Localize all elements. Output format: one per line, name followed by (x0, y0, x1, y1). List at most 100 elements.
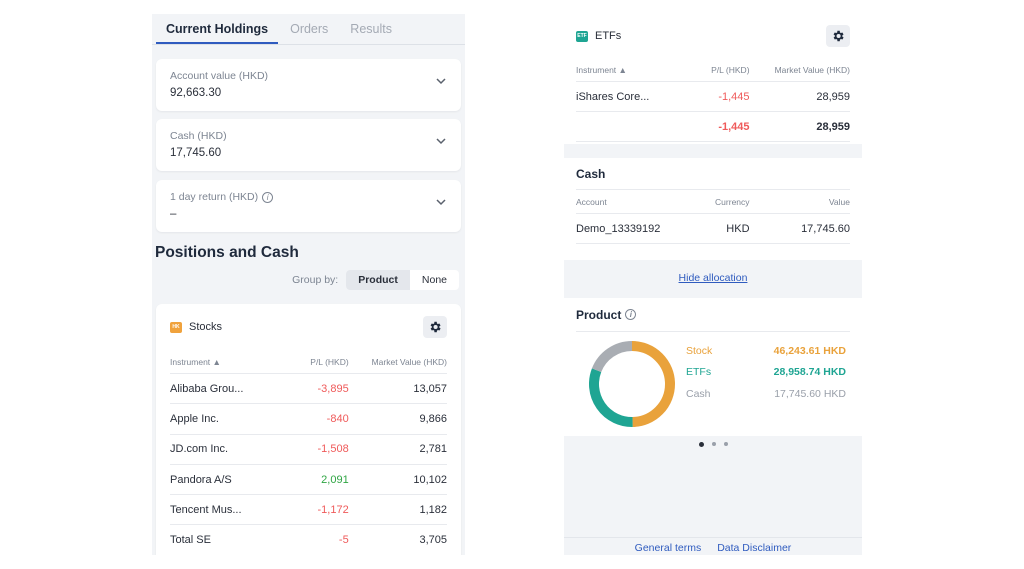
legend-value: 17,745.60 HKD (774, 387, 846, 400)
etfs-table-header: Instrument ▲ P/L (HKD) Market Value (HKD… (576, 58, 850, 82)
legend-value: 46,243.61 HKD (773, 344, 846, 357)
data-disclaimer-link[interactable]: Data Disclaimer (717, 542, 792, 554)
col-instrument[interactable]: Instrument ▲ (170, 356, 221, 367)
stocks-table-header: Instrument ▲ P/L (HKD) Market Value (HKD… (170, 350, 447, 374)
col-value: Value (828, 196, 850, 207)
account-value-label: Account value (HKD) (170, 70, 269, 82)
stock-pl: -1,508 (317, 443, 349, 456)
col-instrument[interactable]: Instrument ▲ (576, 64, 627, 75)
etf-value: 28,959 (816, 90, 850, 103)
col-market-value[interactable]: Market Value (HKD) (371, 356, 447, 367)
table-row[interactable]: JD.com Inc. -1,508 2,781 (170, 435, 447, 465)
etfs-title: ETFs (595, 30, 622, 42)
account-value-card[interactable]: Account value (HKD) 92,663.30 (156, 59, 461, 111)
stocks-table-body: Alibaba Grou... -3,895 13,057 Apple Inc. -84… (170, 374, 447, 555)
stocks-tag-icon: HK (170, 321, 182, 333)
cash-value: 17,745.60 (801, 222, 850, 235)
stock-value: 13,057 (413, 382, 447, 395)
allocation-panel: ETF ETFs Instrument ▲ P/L (HKD) Market V… (564, 14, 862, 555)
stock-value: 9,866 (419, 412, 447, 425)
group-option-product[interactable]: Product (346, 270, 410, 290)
table-row[interactable]: Total SE -5 3,705 (170, 525, 447, 555)
stock-pl: -3,895 (317, 382, 349, 395)
account-value: 92,663.30 (170, 87, 222, 99)
carousel-pagination (564, 442, 862, 447)
donut-slice-stock (631, 341, 675, 427)
general-terms-link[interactable]: General terms (634, 542, 702, 554)
cash-card[interactable]: Cash (HKD) 17,745.60 (156, 119, 461, 171)
stock-instrument: Tencent Mus... (170, 503, 242, 516)
group-option-none[interactable]: None (421, 274, 447, 286)
col-pl[interactable]: P/L (HKD) (711, 64, 750, 75)
cash-section-card: Cash Account Currency Value Demo_1333919… (564, 158, 862, 260)
col-pl[interactable]: P/L (HKD) (310, 356, 349, 367)
gear-icon (833, 30, 844, 42)
chevron-down-icon[interactable] (435, 75, 447, 87)
holdings-panel: Current Holdings Orders Results Account … (152, 14, 465, 555)
tab-current-holdings[interactable]: Current Holdings (156, 14, 279, 44)
cash-value: 17,745.60 (170, 147, 222, 159)
product-title: Product (576, 307, 622, 322)
cash-account: Demo_13339192 (576, 222, 661, 235)
cash-label: Cash (HKD) (170, 130, 227, 142)
stocks-header: HK Stocks (170, 304, 447, 350)
pagination-dot[interactable] (698, 442, 704, 447)
etfs-settings-button[interactable] (826, 25, 850, 47)
legend-item: Cash 17,745.60 HKD (686, 383, 846, 405)
day-return-label: 1 day return (HKD) (170, 191, 259, 203)
stock-instrument: Total SE (170, 534, 211, 547)
product-title-row: Product i (576, 298, 850, 332)
stock-pl: -1,172 (317, 503, 349, 516)
etfs-header: ETF ETFs (576, 14, 850, 58)
pagination-dot[interactable] (711, 442, 716, 446)
pagination-dot[interactable] (723, 442, 728, 446)
table-row[interactable]: Apple Inc. -840 9,866 (170, 404, 447, 435)
etf-instrument: iShares Core... (576, 90, 650, 103)
chevron-down-icon[interactable] (435, 196, 447, 208)
chevron-down-icon[interactable] (435, 135, 447, 147)
table-row[interactable]: Tencent Mus... -1,172 1,182 (170, 495, 447, 526)
stock-instrument: Apple Inc. (170, 412, 219, 425)
table-row[interactable]: Pandora A/S 2,091 10,102 (170, 465, 447, 496)
group-by-label: Group by: (292, 274, 339, 286)
stocks-settings-button[interactable] (423, 316, 447, 338)
cash-section-title: Cash (576, 158, 850, 190)
tab-orders[interactable]: Orders (290, 22, 329, 36)
stocks-card: HK Stocks Instrument ▲ P/L (HKD) Market … (156, 304, 461, 555)
allocation-legend: Stock 46,243.61 HKD ETFs 28,958.74 HKD Cash 1… (686, 340, 846, 405)
day-return-label-row: 1 day return (HKD) i (170, 191, 447, 203)
stock-pl: 2,091 (321, 473, 349, 486)
group-by-toggle: Product None (346, 270, 459, 290)
legend-item: ETFs 28,958.74 HKD (686, 362, 846, 384)
table-row[interactable]: Alibaba Grou... -3,895 13,057 (170, 374, 447, 405)
legend-label: ETFs (686, 366, 712, 379)
etf-pl: -1,445 (718, 90, 750, 103)
hide-allocation-link[interactable]: Hide allocation (678, 272, 748, 284)
col-currency: Currency (715, 196, 750, 207)
donut-slice-etfs (589, 368, 633, 427)
tab-results[interactable]: Results (350, 22, 392, 36)
col-account: Account (576, 196, 607, 207)
footer: General terms Data Disclaimer (564, 537, 862, 555)
table-row[interactable]: iShares Core... -1,445 28,959 (576, 82, 850, 112)
info-icon[interactable]: i (262, 191, 274, 203)
legend-label: Stock (686, 344, 713, 357)
etfs-total-value: 28,959 (816, 120, 850, 133)
table-row[interactable]: Demo_13339192 HKD 17,745.60 (576, 214, 850, 244)
stock-value: 1,182 (419, 503, 447, 516)
cash-table-header: Account Currency Value (576, 190, 850, 214)
stock-instrument: Alibaba Grou... (170, 382, 244, 395)
day-return-value: – (170, 208, 177, 220)
holdings-tabs: Current Holdings Orders Results (152, 14, 465, 45)
stock-value: 2,781 (419, 443, 447, 456)
info-icon[interactable]: i (625, 309, 637, 320)
legend-item: Stock 46,243.61 HKD (686, 340, 846, 362)
col-market-value[interactable]: Market Value (HKD) (774, 64, 850, 75)
stock-value: 3,705 (419, 534, 447, 547)
stocks-title: Stocks (189, 321, 223, 333)
day-return-card[interactable]: 1 day return (HKD) i – (156, 180, 461, 232)
allocation-donut-chart (589, 341, 675, 427)
stock-instrument: JD.com Inc. (170, 443, 229, 456)
stock-instrument: Pandora A/S (170, 473, 232, 486)
gear-icon (430, 321, 441, 333)
